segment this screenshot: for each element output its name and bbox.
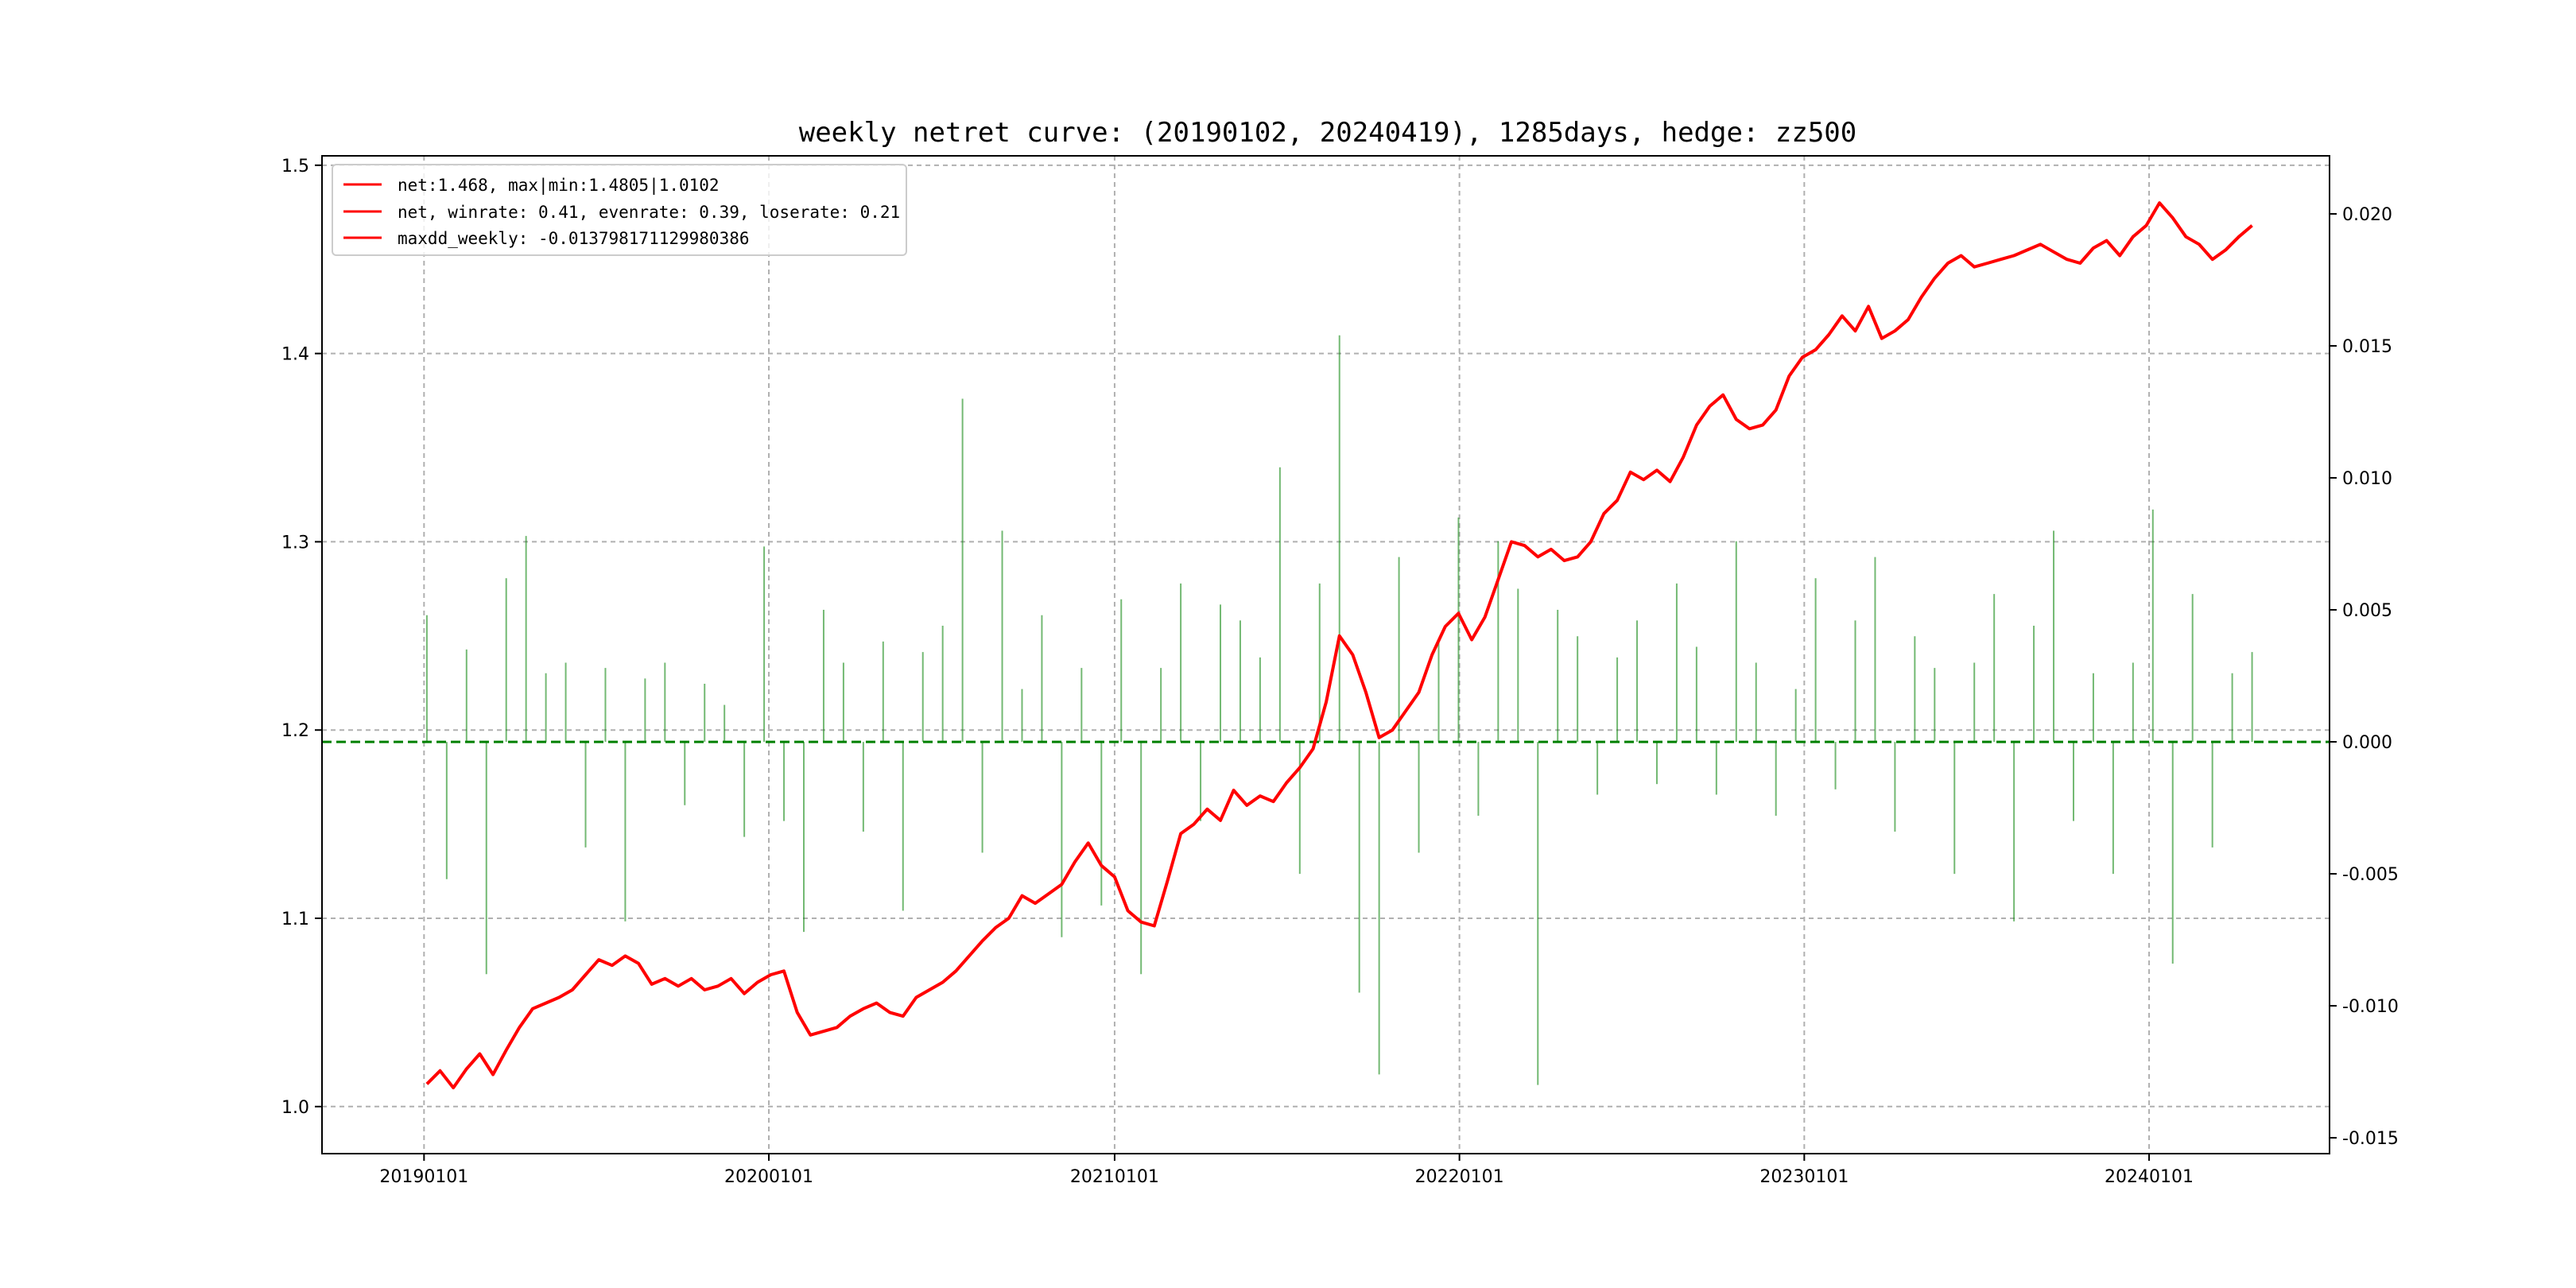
- y-left-tick-label: 1.0: [281, 1098, 309, 1118]
- y-left-tick-label: 1.2: [281, 721, 309, 741]
- x-tick-label: 20200101: [724, 1167, 813, 1187]
- y-right-tick-label: 0.010: [2342, 469, 2392, 489]
- y-left-tick-label: 1.1: [281, 910, 309, 929]
- weekly-return-bars: [425, 335, 2253, 1085]
- y-right-tick-label: 0.005: [2342, 601, 2392, 621]
- x-tick-label: 20190101: [379, 1167, 468, 1187]
- legend-box: [332, 164, 907, 256]
- y-right-tick-label: -0.015: [2342, 1129, 2399, 1149]
- y-right-tick-label: 0.015: [2342, 337, 2392, 357]
- y-right-tick-label: -0.005: [2342, 865, 2399, 885]
- x-tick-label: 20210101: [1070, 1167, 1159, 1187]
- legend-entry-winrate: net, winrate: 0.41, evenrate: 0.39, lose…: [398, 203, 900, 222]
- y-right-tick-label: -0.010: [2342, 997, 2399, 1017]
- y-right-tick-label: 0.020: [2342, 205, 2392, 225]
- x-axis: 20190101 20200101 20210101 20220101 20230101…: [379, 1154, 2194, 1187]
- x-tick-label: 20230101: [1759, 1167, 1849, 1187]
- y-left-tick-label: 1.5: [281, 157, 309, 177]
- x-tick-label: 20220101: [1415, 1167, 1504, 1187]
- plot-frame: [321, 155, 2330, 1154]
- grid-lines: [322, 156, 2330, 1154]
- x-tick-label: 20240101: [2105, 1167, 2194, 1187]
- y-axis-right: -0.015 -0.010 -0.005 0.000 0.005 0.010 0.015 0.…: [2330, 205, 2399, 1149]
- net-value-line: [425, 201, 2253, 1090]
- y-left-tick-label: 1.3: [281, 533, 309, 553]
- y-axis-left: 1.0 1.1 1.2 1.3 1.4 1.5: [281, 157, 322, 1118]
- legend-entry-net: net:1.468, max|min:1.4805|1.0102: [398, 176, 720, 196]
- y-right-tick-label: 0.000: [2342, 733, 2392, 753]
- y-left-tick-label: 1.4: [281, 345, 309, 365]
- legend-entry-maxdd: maxdd_weekly: -0.013798171129980386: [398, 229, 750, 248]
- legend: net:1.468, max|min:1.4805|1.0102 net, wi…: [332, 164, 907, 256]
- chart-title: weekly netret curve: (20190102, 20240419…: [799, 117, 1857, 149]
